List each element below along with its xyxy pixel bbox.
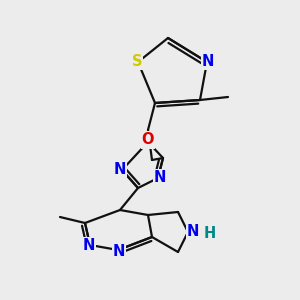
Text: N: N [113, 244, 125, 259]
Text: N: N [154, 170, 166, 185]
Text: N: N [202, 53, 214, 68]
Text: N: N [114, 163, 126, 178]
Text: H: H [204, 226, 216, 242]
Text: N: N [187, 224, 199, 239]
Text: N: N [83, 238, 95, 253]
Text: O: O [142, 133, 154, 148]
Text: S: S [132, 53, 142, 68]
